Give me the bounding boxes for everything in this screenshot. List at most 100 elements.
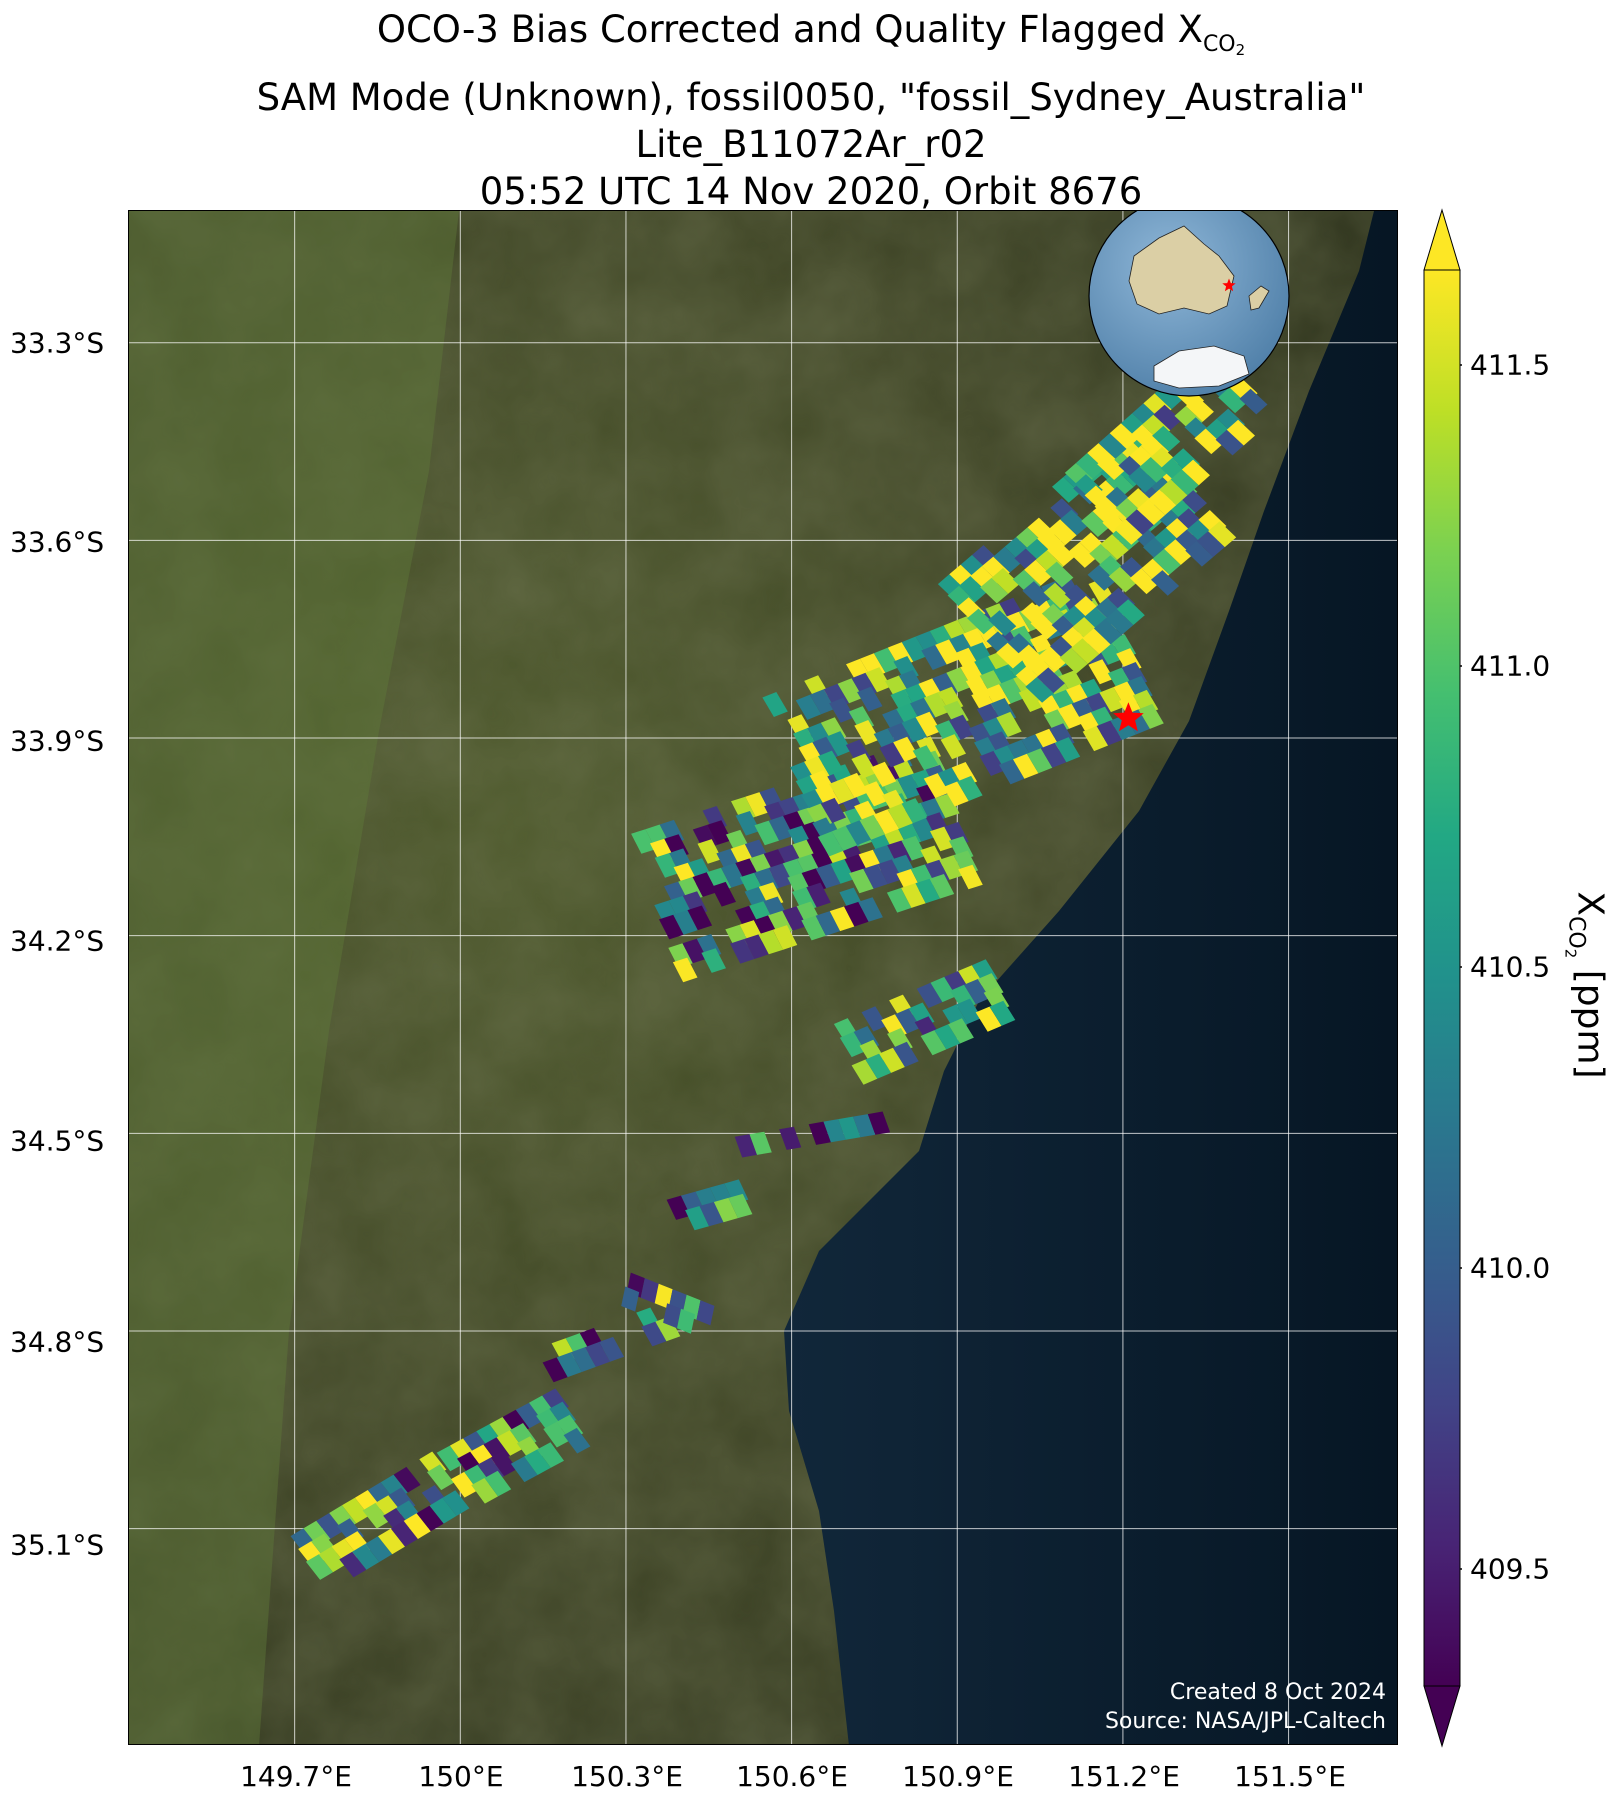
western-farmland [129,211,459,1744]
xco2-sounding [1181,459,1210,486]
xco2-sounding [687,905,713,931]
plot-title: OCO-3 Bias Corrected and Quality Flagged… [0,6,1622,215]
colorbar-label: XCO2 [ppm] [1561,891,1611,1079]
xco2-sounding [1194,428,1223,455]
xco2-sounding [542,1357,568,1383]
xco2-sounding [845,820,872,846]
inset-star [1222,278,1236,292]
xco2-sounding [849,868,874,894]
xco2-sounding [901,636,928,662]
xco2-sounding [870,761,897,787]
xco2-sounding [844,901,869,927]
xco2-sounding [897,774,922,799]
xco2-sounding [1098,433,1127,459]
xco2-sounding [829,697,855,723]
xco2-sounding [1057,703,1083,729]
xco2-sounding [378,1528,405,1555]
title-line-4: 05:52 UTC 14 Nov 2020, Orbit 8676 [479,170,1143,213]
xco2-sounding [818,750,844,776]
xco2-sounding [701,948,726,973]
colorbar-tick-label: 409.5 [1470,1552,1551,1586]
xco2-sounding [655,1316,681,1342]
lon-tick-label: 150°E [418,1760,504,1793]
xco2-sounding [735,811,761,836]
xco2-sounding [1040,742,1067,768]
xco2-sounding [857,686,883,712]
title-line-1: OCO-3 Bias Corrected and Quality Flagged… [376,8,1246,59]
xco2-sounding [893,736,919,762]
colorbar-gradient [1423,269,1461,1687]
colorbar-tick-label: 410.5 [1470,950,1551,984]
xco2-sounding [935,793,960,818]
xco2-swath [290,353,1268,1580]
xco2-sounding [1059,647,1088,674]
xco2-sounding [934,1024,961,1050]
xco2-sounding [959,576,988,602]
xco2-sounding [817,831,844,857]
xco2-sounding [403,1513,431,1539]
xco2-sounding [851,753,877,779]
xco2-sounding [1047,540,1076,567]
xco2-sounding [1116,599,1145,625]
xco2-sounding [923,692,950,718]
xco2-sounding [865,1053,892,1079]
xco2-sounding [1215,429,1244,456]
lon-tick-label: 150.9°E [902,1760,1014,1793]
xco2-sounding [427,1464,455,1491]
xco2-sounding [1226,419,1255,446]
xco2-sounding [1159,479,1188,506]
lon-tick-label: 151.5°E [1234,1760,1346,1793]
xco2-sounding [1125,509,1154,535]
xco2-sounding [957,775,983,801]
lat-tick-label: 33.6°S [10,525,105,559]
xco2-sounding [744,934,769,959]
colorbar-graphic [1423,208,1468,1748]
xco2-sounding [853,1114,876,1138]
map-panel[interactable] [128,210,1398,1745]
xco2-sounding [697,839,722,864]
ocean [784,211,1397,1744]
xco2-sounding [862,781,888,807]
xco2-sounding [1196,531,1225,557]
xco2-sounding [815,911,841,936]
xco2-sounding [1071,638,1100,664]
xco2-sounding [935,639,961,665]
xco2-sounding [979,750,1005,776]
xco2-sounding [912,745,939,771]
xco2-sounding [1076,453,1105,479]
xco2-sounding [948,1018,974,1044]
inset-globe [1088,211,1290,397]
xco2-sounding [654,853,680,878]
xco2-sounding [916,982,943,1008]
xco2-sounding [563,1427,591,1454]
xco2-sounding [843,772,869,798]
xco2-sounding [1038,646,1067,672]
xco2-sounding [1164,539,1193,565]
xco2-sounding [673,910,698,935]
xco2-sounding [436,1445,464,1472]
xco2-sounding [829,778,855,804]
xco2-sounding [901,835,926,861]
xco2-sounding [1024,559,1053,586]
xco2-sounding [1018,686,1045,712]
xco2-sounding [1094,496,1123,523]
xco2-sounding [677,1308,695,1334]
title-line-3: Lite_B11072Ar_r02 [635,123,987,166]
lat-tick-label: 33.9°S [10,724,105,758]
xco2-sounding [873,647,900,673]
xco2-sounding [921,644,947,670]
xco2-sounding [839,1031,866,1058]
xco2-sounding [826,731,852,757]
xco2-sounding [1030,613,1059,640]
xco2-sounding [362,1502,390,1529]
xco2-sounding [772,925,798,950]
xco2-sounding [877,859,903,884]
xco2-sounding [1097,454,1126,480]
xco2-sounding [1013,753,1039,779]
xco2-sounding [1026,748,1053,774]
xco2-sounding [1185,396,1214,422]
xco2-sounding [1185,540,1214,567]
xco2-sounding [823,1119,846,1143]
xco2-sounding [1151,570,1180,596]
xco2-sounding [996,711,1022,737]
